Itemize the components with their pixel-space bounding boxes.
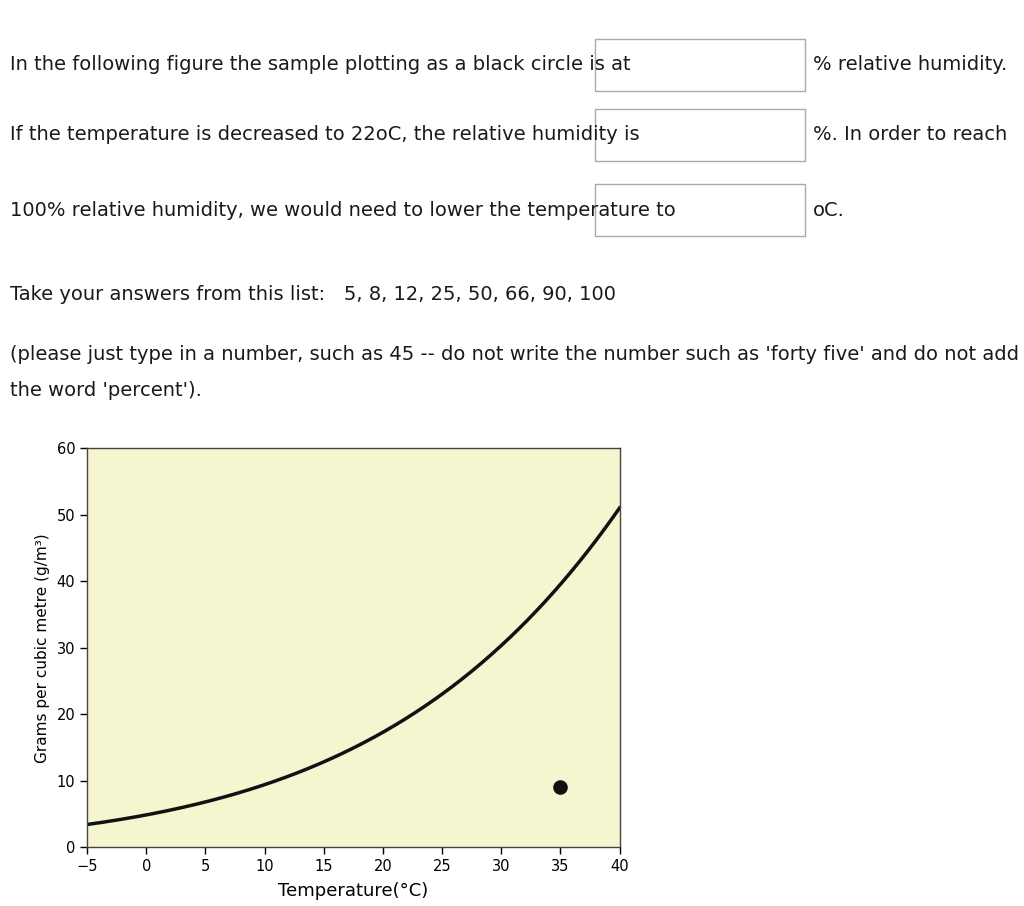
FancyBboxPatch shape — [595, 184, 805, 236]
Text: Take your answers from this list:   5, 8, 12, 25, 50, 66, 90, 100: Take your answers from this list: 5, 8, … — [10, 285, 616, 304]
FancyBboxPatch shape — [595, 39, 805, 91]
Text: %. In order to reach: %. In order to reach — [813, 126, 1008, 144]
X-axis label: Temperature(°C): Temperature(°C) — [279, 882, 428, 901]
FancyBboxPatch shape — [595, 109, 805, 161]
Text: the word 'percent').: the word 'percent'). — [10, 381, 202, 400]
Text: oC.: oC. — [813, 200, 845, 219]
Text: 100% relative humidity, we would need to lower the temperature to: 100% relative humidity, we would need to… — [10, 200, 676, 219]
Text: (please just type in a number, such as 45 -- do not write the number such as 'fo: (please just type in a number, such as 4… — [10, 345, 1019, 364]
Text: If the temperature is decreased to 22oC, the relative humidity is: If the temperature is decreased to 22oC,… — [10, 126, 640, 144]
Text: % relative humidity.: % relative humidity. — [813, 55, 1008, 74]
Point — [552, 780, 568, 795]
Text: In the following figure the sample plotting as a black circle is at: In the following figure the sample plott… — [10, 55, 631, 74]
Y-axis label: Grams per cubic metre (g/m³): Grams per cubic metre (g/m³) — [35, 533, 49, 763]
